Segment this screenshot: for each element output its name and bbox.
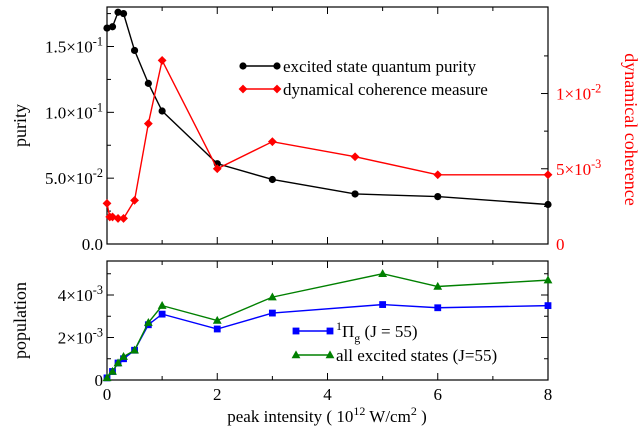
bottom-legend-label-1: all excited states (J=55) <box>336 346 497 365</box>
top-ytick-label-3: 1.5×10-1 <box>45 35 103 57</box>
bottom-series-1-point <box>102 373 112 382</box>
bottom-ytick-label-1: 2×10-3 <box>58 326 103 348</box>
top-series-1-point <box>157 56 167 65</box>
top-series-1-point <box>212 164 222 174</box>
top-series-0-point <box>114 8 122 16</box>
top-ytick-label-0: 0.0 <box>82 235 103 254</box>
top-series-1-point <box>267 137 277 147</box>
top-plot-frame <box>106 6 549 245</box>
top-panel: 0.0 5.0×10-2 1.0×10-1 1.5×10-1 0 5×10-3 1×10-2… <box>10 6 641 254</box>
top-series-1-point <box>350 152 360 162</box>
bottom-xtick-label-3: 6 <box>434 385 443 404</box>
bottom-series-1-point <box>108 366 117 375</box>
top-series-1-point <box>113 214 123 223</box>
bottom-series-1-point <box>157 301 167 309</box>
top-ytick-label-1: 5.0×10-2 <box>45 166 103 188</box>
bottom-series-1-point <box>378 269 388 277</box>
bottom-legend-marker-0 <box>292 327 300 335</box>
top-series-0-point <box>108 23 117 31</box>
top-series-0-point <box>119 9 128 18</box>
top-series-0-point <box>351 190 359 198</box>
bottom-ytick-label-0: 0 <box>95 371 104 390</box>
bottom-series-1-point <box>433 281 443 290</box>
bottom-legend-marker-1 <box>291 350 301 359</box>
top-legend-label-1: dynamical coherence measure <box>283 80 488 99</box>
top-ytick-right-label-2: 1×10-2 <box>556 82 601 104</box>
top-series-0-point <box>544 200 552 209</box>
bottom-xtick-label-4: 8 <box>544 385 553 404</box>
top-ytick-label-2: 1.0×10-1 <box>45 100 103 122</box>
bottom-series-0-point <box>434 304 442 312</box>
top-series-0-point <box>144 79 152 87</box>
bottom-xtick-label-0: 0 <box>103 385 112 404</box>
top-legend-label-0: excited state quantum purity <box>283 57 477 76</box>
top-ytick-right-label-0: 0 <box>556 235 565 254</box>
bottom-series-0-point <box>268 309 276 317</box>
bottom-series-line-0 <box>106 303 549 379</box>
bottom-series-1-point <box>212 315 222 324</box>
top-ylabel-right: dynamical coherence <box>621 53 641 205</box>
top-series-line-0 <box>106 11 549 206</box>
bottom-ylabel: population <box>10 282 30 359</box>
bottom-xtick-label-1: 2 <box>213 385 222 404</box>
bottom-series-1-point <box>119 352 128 360</box>
bottom-legend-marker-0 <box>326 327 334 335</box>
bottom-legend-marker-1 <box>325 350 335 359</box>
bottom-series-0-point <box>158 310 166 318</box>
top-legend-marker-0 <box>239 62 247 70</box>
top-legend-marker-1 <box>238 84 248 94</box>
bottom-series-1-point <box>130 345 139 354</box>
top-legend-marker-0 <box>273 62 281 70</box>
bottom-series-1-point <box>143 318 153 326</box>
top-series-0-point <box>434 193 442 201</box>
bottom-series-1-point <box>543 275 553 284</box>
top-legend-marker-1 <box>272 84 282 94</box>
bottom-xtick-label-2: 4 <box>323 385 332 404</box>
top-series-1-point <box>108 212 117 222</box>
bottom-series-1-point <box>113 358 123 367</box>
top-series-0-point <box>268 175 276 184</box>
bottom-xlabel: peak intensity ( 1012 W/cm2 ) <box>227 404 426 426</box>
bottom-legend-label-0: 1Πg (J = 55) <box>336 319 418 345</box>
top-series-1-point <box>102 198 112 208</box>
top-ylabel: purity <box>10 104 30 147</box>
bottom-series-1-point <box>267 292 277 301</box>
top-series-1-point <box>119 214 128 223</box>
bottom-series-0-point <box>379 301 387 308</box>
top-series-1-point <box>433 170 443 180</box>
top-series-1-point <box>543 170 553 180</box>
bottom-panel: 0 2 4 6 8 0 2×10-3 4×10-3 population peak intensi… <box>10 260 553 426</box>
bottom-ytick-label-2: 4×10-3 <box>58 283 103 305</box>
top-series-0-point <box>158 107 166 115</box>
top-ytick-right-label-1: 5×10-3 <box>556 157 601 179</box>
bottom-series-0-point <box>544 302 552 310</box>
top-series-0-point <box>130 46 139 55</box>
top-series-0-point <box>103 24 111 32</box>
bottom-series-0-point <box>213 325 221 333</box>
top-series-1-point <box>130 195 139 205</box>
top-series-1-point <box>143 119 153 129</box>
